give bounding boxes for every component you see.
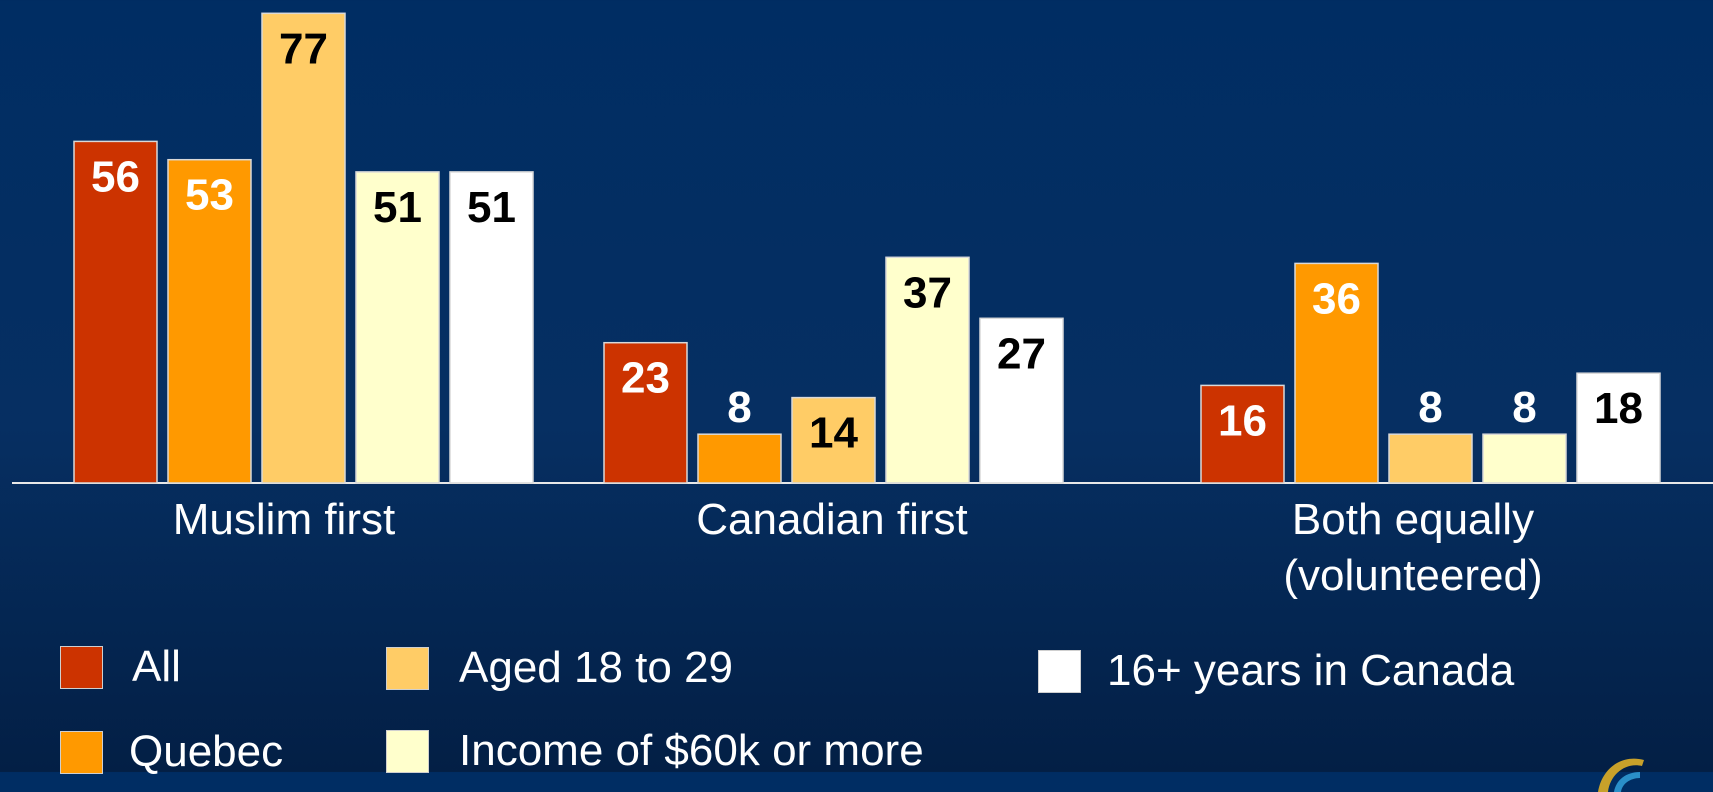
legend-item-aged-18-to-29: Aged 18 to 29 [386,643,733,693]
chart: 56 23 16 53 8 36 77 14 8 51 37 8 51 27 18 Muslim first C… [12,12,1713,600]
legend-label-aged-18-to-29: Aged 18 to 29 [459,643,734,692]
legend-item-all: All [60,642,181,692]
data-label: 56 [91,152,140,201]
legend-swatch-aged-18-to-29 [386,646,429,690]
bar-4-1 [979,317,1064,484]
data-label: 8 [1512,383,1536,432]
bar-2-2 [1388,433,1473,484]
bar-2-1 [791,396,876,484]
bar-chart-svg: 56 23 16 53 8 36 77 14 8 51 37 8 51 27 18 Muslim first C… [12,12,1713,600]
data-label: 37 [903,268,952,317]
bar-1-1 [697,433,782,484]
bar-2-0 [261,12,346,484]
bar-3-0 [355,171,440,484]
legend-swatch-quebec [60,730,103,774]
category-label: Muslim first [173,495,395,544]
bar-3-1 [885,256,970,484]
legend-item-quebec: Quebec [60,727,283,777]
data-label: 53 [185,171,234,220]
legend-swatch-16-years [1038,649,1081,693]
data-label: 51 [467,183,516,232]
bar-4-2 [1576,372,1661,484]
data-label: 27 [997,329,1046,378]
data-label: 36 [1312,274,1361,323]
bar-3-2 [1482,433,1567,484]
bar-1-2 [1294,262,1379,484]
data-label: 16 [1218,396,1267,445]
bar-1-0 [167,158,252,484]
category-label: (volunteered) [1283,551,1542,600]
legend-swatch-income [386,729,429,773]
legend-item-16-years: 16+ years in Canada [1038,646,1514,696]
data-label: 8 [727,383,751,432]
data-label: 51 [373,183,422,232]
data-label: 14 [809,409,858,458]
legend-label-all: All [132,642,181,691]
data-label: 18 [1594,384,1643,433]
legend-item-income: Income of $60k or more [386,726,924,776]
partial-logo-icon [1598,758,1644,792]
bar-0-1 [603,341,688,484]
bar-0-0 [73,140,158,484]
legend-label-income: Income of $60k or more [459,726,924,775]
legend-label-quebec: Quebec [129,727,284,776]
legend-swatch-all [60,645,103,689]
category-label: Canadian first [696,495,967,544]
data-label: 23 [621,354,670,403]
bar-0-2 [1200,384,1285,484]
data-label: 77 [279,24,328,73]
legend-label-16-years: 16+ years in Canada [1107,646,1515,695]
category-label: Both equally [1292,495,1534,544]
data-label: 8 [1418,383,1442,432]
bar-4-0 [449,171,534,484]
